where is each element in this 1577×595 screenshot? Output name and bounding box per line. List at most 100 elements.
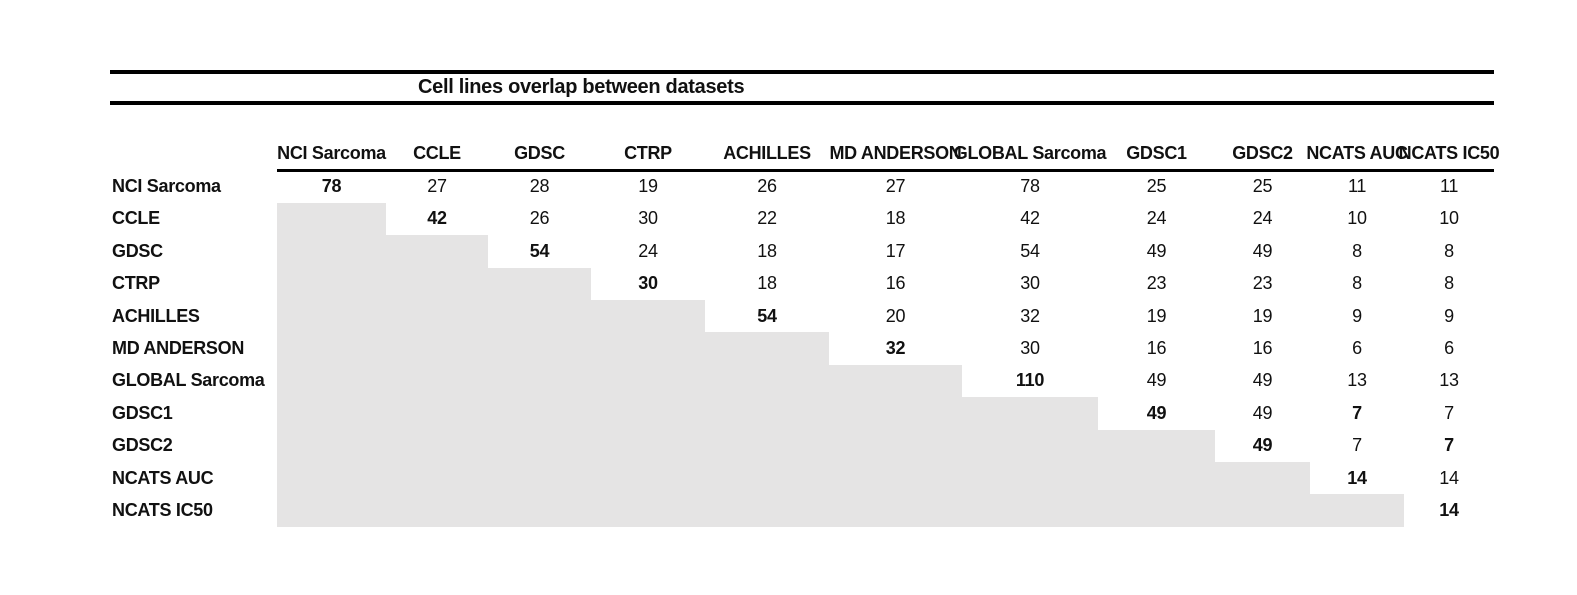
overlap-cell-gdsc-x-ncats-auc: 8 bbox=[1352, 240, 1362, 261]
overlap-cell-ncats-ic50-x-achilles bbox=[705, 494, 829, 527]
overlap-cell-gdsc-x-gdsc1: 49 bbox=[1146, 240, 1167, 261]
overlap-cell-ccle-x-achilles: 22 bbox=[757, 208, 777, 229]
overlap-cell-ccle-x-gdsc1: 24 bbox=[1146, 208, 1167, 229]
overlap-cell-ccle-x-ctrp: 30 bbox=[638, 208, 658, 229]
column-header-md-anderson: MD ANDERSON bbox=[829, 138, 962, 172]
overlap-cell-gdsc2-x-ccle bbox=[386, 429, 488, 462]
overlap-cell-nci-sarcoma-x-gdsc1: 25 bbox=[1146, 176, 1167, 197]
overlap-cell-nci-sarcoma-x-global-sarcoma: 78 bbox=[1020, 176, 1040, 197]
top-rule bbox=[110, 70, 1494, 74]
overlap-cell-ncats-auc-x-ctrp bbox=[591, 461, 705, 495]
row-label-nci-sarcoma: NCI Sarcoma bbox=[112, 176, 221, 197]
overlap-cell-ncats-ic50-x-ncats-ic50: 14 bbox=[1439, 499, 1459, 520]
overlap-cell-ncats-auc-x-gdsc2 bbox=[1215, 461, 1310, 495]
overlap-cell-ctrp-x-ncats-auc: 8 bbox=[1352, 273, 1362, 294]
overlap-cell-nci-sarcoma-x-gdsc: 28 bbox=[529, 176, 550, 197]
overlap-cell-ncats-ic50-x-gdsc1 bbox=[1098, 494, 1215, 527]
overlap-cell-gdsc2-x-nci-sarcoma bbox=[277, 429, 386, 462]
column-header-ncats-auc: NCATS AUC bbox=[1306, 138, 1408, 172]
overlap-cell-global-sarcoma-x-global-sarcoma: 110 bbox=[1015, 370, 1045, 391]
overlap-cell-global-sarcoma-x-gdsc bbox=[488, 364, 591, 398]
overlap-cell-ctrp-x-ccle bbox=[386, 267, 488, 300]
overlap-cell-gdsc1-x-achilles bbox=[705, 397, 829, 430]
overlap-cell-global-sarcoma-x-ccle bbox=[386, 364, 488, 398]
row-label-ncats-auc: NCATS AUC bbox=[112, 467, 214, 488]
overlap-cell-ctrp-x-ctrp: 30 bbox=[638, 273, 658, 294]
overlap-cell-gdsc2-x-gdsc1 bbox=[1098, 429, 1215, 462]
overlap-cell-ncats-auc-x-ncats-auc: 14 bbox=[1347, 467, 1367, 488]
overlap-cell-gdsc1-x-gdsc1: 49 bbox=[1146, 402, 1167, 423]
overlap-cell-md-anderson-x-gdsc2: 16 bbox=[1252, 338, 1273, 359]
overlap-cell-ncats-ic50-x-ccle bbox=[386, 494, 488, 527]
overlap-cell-ncats-auc-x-global-sarcoma bbox=[962, 461, 1098, 495]
column-header-ncats-ic50: NCATS IC50 bbox=[1399, 138, 1500, 172]
overlap-cell-ctrp-x-gdsc bbox=[488, 267, 591, 300]
overlap-cell-gdsc-x-ccle bbox=[386, 235, 488, 268]
overlap-cell-gdsc1-x-ccle bbox=[386, 397, 488, 430]
overlap-cell-gdsc2-x-ncats-auc: 7 bbox=[1352, 435, 1362, 456]
overlap-cell-ccle-x-md-anderson: 18 bbox=[885, 208, 906, 229]
column-header-gdsc: GDSC bbox=[488, 138, 591, 172]
overlap-cell-ctrp-x-md-anderson: 16 bbox=[885, 273, 906, 294]
corner-cell bbox=[112, 138, 277, 172]
overlap-cell-ncats-auc-x-nci-sarcoma bbox=[277, 461, 386, 495]
overlap-cell-md-anderson-x-gdsc1: 16 bbox=[1146, 338, 1167, 359]
overlap-cell-md-anderson-x-global-sarcoma: 30 bbox=[1020, 338, 1040, 359]
overlap-cell-ccle-x-gdsc: 26 bbox=[529, 208, 550, 229]
overlap-cell-gdsc2-x-md-anderson bbox=[829, 429, 962, 462]
overlap-cell-nci-sarcoma-x-ctrp: 19 bbox=[638, 176, 658, 197]
overlap-cell-md-anderson-x-achilles bbox=[705, 332, 829, 365]
overlap-cell-gdsc-x-achilles: 18 bbox=[757, 240, 777, 261]
overlap-table: NCI Sarcoma CCLE GDSC CTRP ACHILLES MD ANDERS… bbox=[112, 138, 1500, 527]
overlap-cell-ncats-auc-x-gdsc bbox=[488, 461, 591, 495]
overlap-cell-gdsc2-x-gdsc bbox=[488, 429, 591, 462]
overlap-cell-nci-sarcoma-x-ccle: 27 bbox=[427, 176, 447, 197]
overlap-cell-ncats-ic50-x-md-anderson bbox=[829, 494, 962, 527]
overlap-cell-achilles-x-ncats-ic50: 9 bbox=[1444, 305, 1454, 326]
overlap-cell-md-anderson-x-md-anderson: 32 bbox=[885, 338, 906, 359]
overlap-cell-nci-sarcoma-x-gdsc2: 25 bbox=[1252, 176, 1273, 197]
overlap-cell-global-sarcoma-x-gdsc2: 49 bbox=[1252, 370, 1273, 391]
overlap-cell-gdsc-x-ctrp: 24 bbox=[638, 240, 658, 261]
overlap-cell-ncats-auc-x-md-anderson bbox=[829, 461, 962, 495]
overlap-cell-md-anderson-x-ncats-auc: 6 bbox=[1352, 338, 1362, 359]
overlap-cell-global-sarcoma-x-nci-sarcoma bbox=[277, 364, 386, 398]
overlap-cell-ctrp-x-gdsc1: 23 bbox=[1146, 273, 1167, 294]
overlap-cell-ncats-ic50-x-ctrp bbox=[591, 494, 705, 527]
overlap-cell-nci-sarcoma-x-md-anderson: 27 bbox=[885, 176, 906, 197]
column-header-ctrp: CTRP bbox=[591, 138, 705, 172]
overlap-cell-ncats-auc-x-gdsc1 bbox=[1098, 461, 1215, 495]
overlap-cell-gdsc1-x-global-sarcoma bbox=[962, 397, 1098, 430]
row-label-global-sarcoma: GLOBAL Sarcoma bbox=[112, 370, 265, 391]
overlap-cell-gdsc-x-ncats-ic50: 8 bbox=[1444, 240, 1454, 261]
overlap-cell-achilles-x-gdsc1: 19 bbox=[1146, 305, 1167, 326]
overlap-cell-nci-sarcoma-x-ncats-ic50: 11 bbox=[1439, 176, 1459, 197]
table-title: Cell lines overlap between datasets bbox=[418, 76, 745, 98]
overlap-cell-ncats-auc-x-ccle bbox=[386, 461, 488, 495]
overlap-cell-ccle-x-ncats-ic50: 10 bbox=[1439, 208, 1459, 229]
overlap-cell-md-anderson-x-ncats-ic50: 6 bbox=[1444, 338, 1454, 359]
overlap-cell-gdsc1-x-gdsc2: 49 bbox=[1252, 402, 1273, 423]
title-bottom-rule bbox=[110, 101, 1494, 105]
overlap-cell-ctrp-x-global-sarcoma: 30 bbox=[1020, 273, 1040, 294]
overlap-cell-global-sarcoma-x-ctrp bbox=[591, 364, 705, 398]
overlap-cell-md-anderson-x-gdsc bbox=[488, 332, 591, 365]
overlap-cell-gdsc1-x-ncats-auc: 7 bbox=[1352, 402, 1362, 423]
overlap-cell-nci-sarcoma-x-achilles: 26 bbox=[757, 176, 777, 197]
overlap-cell-gdsc2-x-achilles bbox=[705, 429, 829, 462]
overlap-cell-ncats-ic50-x-global-sarcoma bbox=[962, 494, 1098, 527]
overlap-cell-md-anderson-x-ccle bbox=[386, 332, 488, 365]
column-header-ccle: CCLE bbox=[386, 138, 488, 172]
overlap-cell-gdsc2-x-ncats-ic50: 7 bbox=[1444, 435, 1454, 456]
overlap-cell-nci-sarcoma-x-nci-sarcoma: 78 bbox=[321, 176, 342, 197]
overlap-cell-global-sarcoma-x-gdsc1: 49 bbox=[1146, 370, 1167, 391]
overlap-cell-gdsc2-x-global-sarcoma bbox=[962, 429, 1098, 462]
overlap-cell-ncats-auc-x-achilles bbox=[705, 461, 829, 495]
overlap-cell-gdsc2-x-gdsc2: 49 bbox=[1252, 435, 1273, 456]
overlap-cell-gdsc1-x-md-anderson bbox=[829, 397, 962, 430]
column-header-global-sarcoma: GLOBAL Sarcoma bbox=[954, 138, 1107, 172]
overlap-cell-ctrp-x-gdsc2: 23 bbox=[1252, 273, 1273, 294]
overlap-cell-gdsc1-x-ncats-ic50: 7 bbox=[1444, 402, 1454, 423]
overlap-cell-ncats-ic50-x-gdsc2 bbox=[1215, 494, 1310, 527]
